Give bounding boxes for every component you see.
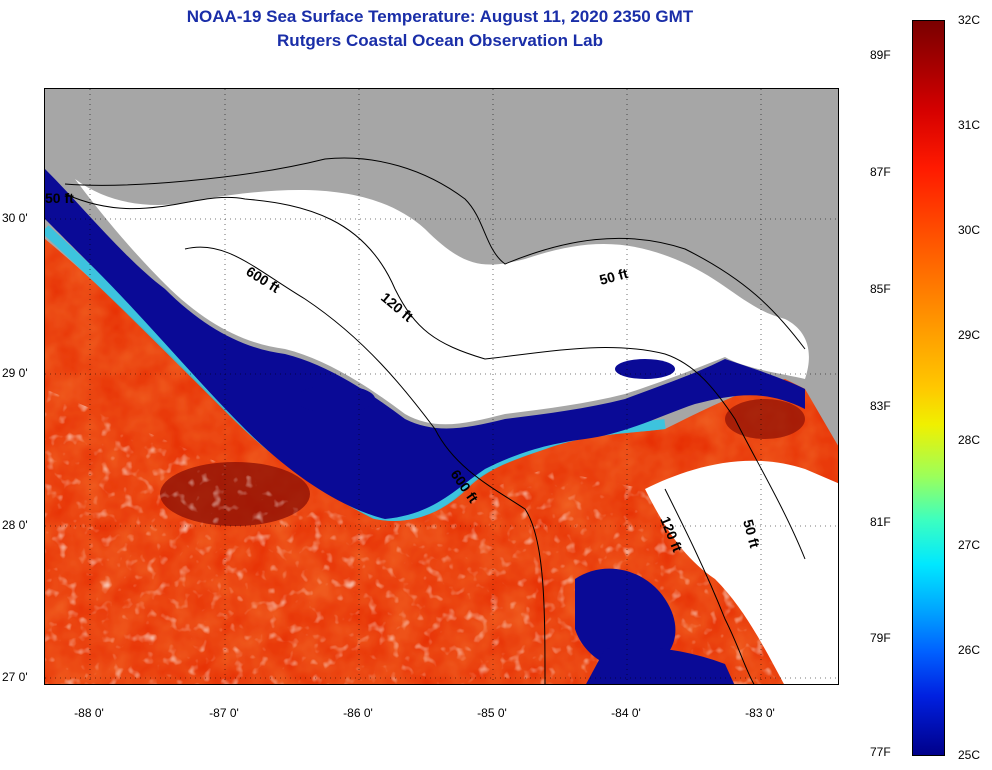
map-subtitle: Rutgers Coastal Ocean Observation Lab [277,31,603,50]
longitude-tick-84: -84 0' [611,706,641,720]
colorbar-label-26c: 26C [958,643,981,657]
colorbar-label-77f: 77F [870,745,891,759]
sst-map-canvas: 50 ft 600 ft 120 ft 50 ft 600 ft 120 ft … [45,89,838,684]
contour-label-50ft-west: 50 ft [45,190,74,206]
colorbar-label-79f: 79F [870,631,891,645]
latitude-tick-27: 27 0' [2,670,28,684]
latitude-tick-28: 28 0' [2,518,28,532]
colorbar-label-31c: 31C [958,118,981,132]
contour-label-50ft-east: 50 ft [598,265,630,288]
sst-map: 50 ft 600 ft 120 ft 50 ft 600 ft 120 ft … [44,88,839,685]
longitude-tick-88: -88 0' [74,706,104,720]
contour-label-50ft-south: 50 ft [740,518,763,550]
colorbar-label-87f: 87F [870,165,891,179]
longitude-tick-83: -83 0' [745,706,775,720]
contour-120ft [64,193,806,560]
colorbar-label-85f: 85F [870,282,891,296]
contour-600ft [184,246,546,684]
colorbar-label-83f: 83F [870,399,891,413]
temperature-colorbar [912,20,945,756]
colorbar-label-27c: 27C [958,538,981,552]
colorbar-label-81f: 81F [870,515,891,529]
colorbar-label-25c: 25C [958,748,981,762]
longitude-tick-85: -85 0' [477,706,507,720]
latitude-tick-29: 29 0' [2,366,28,380]
colorbar-label-29c: 29C [958,328,981,342]
cold-water-band [45,169,805,519]
longitude-tick-87: -87 0' [209,706,239,720]
map-title: NOAA-19 Sea Surface Temperature: August … [186,7,694,26]
latitude-tick-30: 30 0' [2,211,28,225]
colorbar-label-30c: 30C [958,223,981,237]
longitude-tick-86: -86 0' [343,706,373,720]
colorbar-label-32c: 32C [958,13,981,27]
colorbar-label-28c: 28C [958,433,981,447]
colorbar-label-89f: 89F [870,48,891,62]
